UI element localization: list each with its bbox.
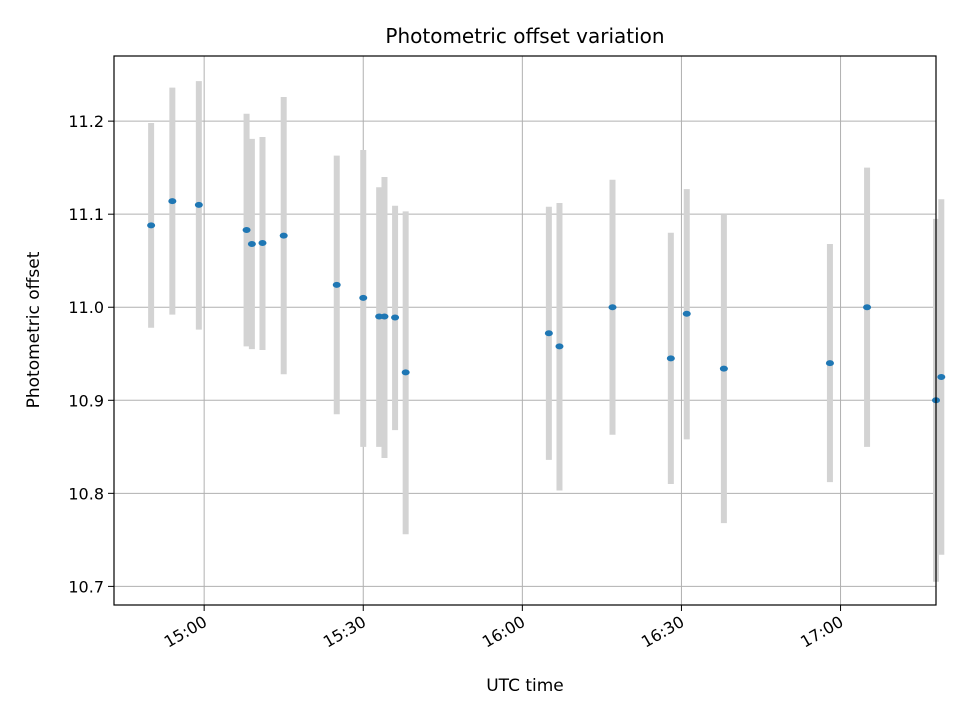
data-point [937,374,946,381]
plot-frame [113,55,937,606]
chart-title: Photometric offset variation [385,24,664,48]
y-tick-label: 11.0 [68,298,104,317]
data-point [666,355,675,362]
y-tick-label: 10.9 [68,391,104,410]
y-axis-label: Photometric offset [24,251,44,408]
data-point [247,240,256,247]
y-tick-label: 10.7 [68,577,104,596]
y-tick-label: 11.2 [68,112,104,131]
data-point [608,304,617,311]
x-axis-label: UTC time [486,676,564,696]
data-point [242,227,251,234]
data-point [279,232,288,239]
y-tick-label: 11.1 [68,205,104,224]
data-point [194,201,203,208]
data-point [380,313,389,320]
data-point [825,360,834,367]
data-point [258,240,267,247]
data-point [391,314,400,321]
y-tick-label: 10.8 [68,484,104,503]
y-axis-ticks: 10.7 10.8 10.9 11.0 11.1 11.2 [68,112,114,596]
data-point [401,369,410,376]
data-point [359,294,368,301]
data-points [147,198,946,404]
data-point [544,330,553,337]
grid [114,56,936,605]
data-point [863,304,872,311]
data-point [719,365,728,372]
data-point [147,222,156,229]
data-point [332,281,341,288]
data-point [168,198,177,205]
data-point [682,310,691,317]
data-point [555,343,564,350]
